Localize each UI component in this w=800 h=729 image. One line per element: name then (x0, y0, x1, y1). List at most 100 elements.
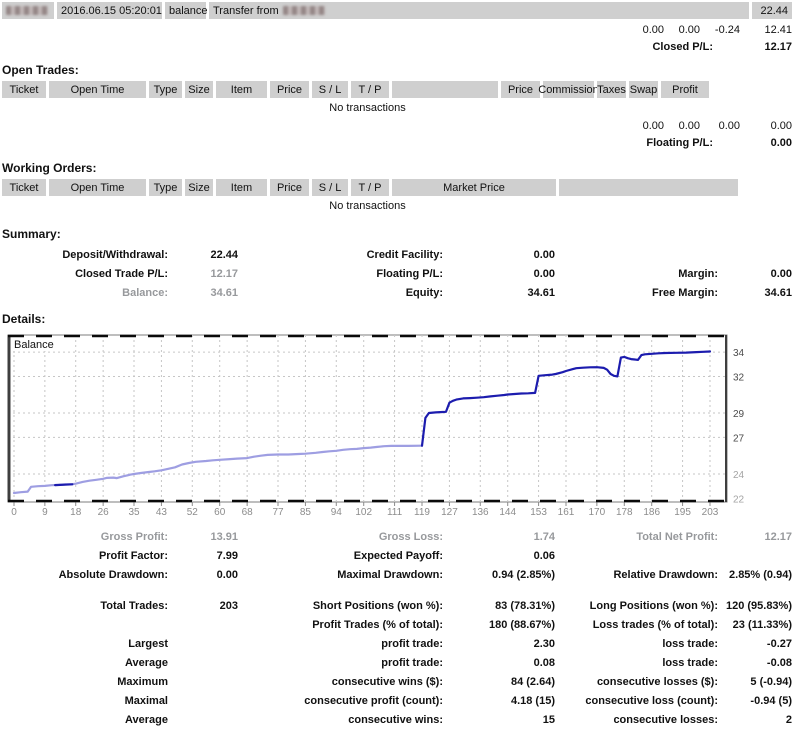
x-tick-label: 195 (674, 507, 691, 518)
stat-label: Relative Drawdown: (613, 568, 718, 581)
working-orders-empty: No transactions (329, 200, 406, 212)
stat-value: 0.00 (216, 568, 238, 581)
stat-value: 0.06 (533, 549, 555, 562)
column-header-open-time: Open Time (49, 179, 146, 196)
open-trades-title: Open Trades: (2, 63, 79, 77)
x-tick-label: 161 (558, 507, 575, 518)
ot-commission-total: 0.00 (642, 119, 664, 132)
summary-title: Summary: (2, 227, 61, 241)
stat-row: Profit Trades (% of total): 180 (88.67%) L… (0, 615, 800, 634)
ot-taxes-total: 0.00 (678, 119, 700, 132)
stat-label: Gross Profit: (100, 530, 168, 543)
stat-value: 2 (785, 713, 792, 726)
summary-label: Free Margin: (651, 286, 718, 299)
x-tick-label: 35 (128, 507, 140, 518)
open-trades-totals-row: 0.00 0.00 0.00 0.00 (0, 117, 800, 134)
ticket-redacted (6, 6, 48, 15)
column-header-size: Size (185, 179, 213, 196)
closed-pl-row: Closed P/L: 12.17 (0, 38, 800, 55)
x-tick-label: 119 (414, 507, 430, 518)
legend-background (12, 338, 62, 351)
open-time-cell: 2016.06.15 05:20:01 (57, 2, 162, 19)
stat-row: Profit Factor: 7.99 Expected Payoff: 0.06 (0, 546, 800, 565)
amount-cell: 22.44 (752, 2, 792, 19)
x-tick-label: 144 (499, 507, 516, 518)
stat-value: 0.94 (2.85%) (492, 568, 555, 581)
summary-row: Closed Trade P/L: 12.17 Floating P/L: 0.00 M… (0, 264, 800, 283)
swap-value: -0.24 (714, 23, 740, 36)
stat-label: loss trade: (662, 637, 718, 650)
x-tick-label: 186 (643, 507, 660, 518)
balance-early-line (12, 444, 424, 495)
summary-label: Margin: (678, 267, 718, 280)
summary-label: Balance: (122, 286, 168, 299)
stat-label: Average (124, 713, 168, 726)
floating-pl-label: Floating P/L: (646, 136, 713, 149)
x-tick-label: 9 (42, 507, 48, 518)
closed-pl-label: Closed P/L: (652, 40, 713, 53)
column-header-price: Price (501, 81, 540, 98)
stat-value: 2.85% (0.94) (729, 568, 792, 581)
summary-value: 0.00 (533, 267, 555, 280)
floating-pl-row: Floating P/L: 0.00 (0, 134, 800, 151)
stat-label: Gross Loss: (378, 530, 443, 543)
summary-value: 22.44 (210, 248, 238, 261)
stat-value: 13.91 (210, 530, 238, 543)
stat-value: -0.27 (766, 637, 792, 650)
x-tick-label: 136 (472, 507, 489, 518)
x-tick-label: 102 (355, 507, 372, 518)
x-tick-label: 43 (156, 507, 168, 518)
x-tick-label: 60 (214, 507, 226, 518)
open-trades-empty: No transactions (329, 102, 406, 114)
ot-profit-total: 0.00 (770, 119, 792, 132)
stat-label: Largest (128, 637, 168, 650)
balance-chart: 0 9 18 26 35 43 52 60 68 77 85 94 102 111 119 127 136 144… (7, 334, 745, 518)
summary-value: 0.00 (533, 248, 555, 261)
stat-label: consecutive wins ($): (331, 675, 443, 688)
stat-value: 7.99 (216, 549, 238, 562)
summary-value: 34.61 (764, 286, 792, 299)
account-redacted (282, 6, 325, 15)
stat-row: Maximal consecutive profit (count): 4.18 (… (0, 691, 800, 710)
x-tick-label: 77 (272, 507, 284, 518)
floating-pl-value: 0.00 (770, 136, 792, 149)
column-header-type: Type (149, 179, 182, 196)
stat-row: Total Trades: 203 Short Positions (won %):… (0, 596, 800, 615)
stat-value: 4.18 (15) (510, 694, 555, 707)
stat-value: 23 (11.33%) (732, 618, 792, 631)
column-header-blank (559, 179, 738, 196)
stat-label: consecutive losses: (613, 713, 718, 726)
commission-value: 0.00 (642, 23, 664, 36)
stat-value: 203 (219, 599, 238, 612)
stat-value: 5 (-0.94) (750, 675, 792, 688)
profit-value: 12.41 (764, 23, 792, 36)
column-header-price: Price (270, 81, 309, 98)
stat-label: Maximal (124, 694, 168, 707)
column-header-market-price: Market Price (392, 179, 556, 196)
stat-row: Gross Profit: 13.91 Gross Loss: 1.74 Total N… (0, 527, 800, 546)
working-orders-title: Working Orders: (2, 161, 97, 175)
column-header-s-l: S / L (312, 179, 348, 196)
x-tick-label: 85 (300, 507, 312, 518)
column-header-s-l: S / L (312, 81, 348, 98)
y-tick-label: 29 (733, 409, 745, 420)
column-header-commission: Commission (538, 81, 599, 98)
stat-label: Absolute Drawdown: (58, 568, 168, 581)
stat-value: 180 (88.67%) (488, 618, 555, 631)
description-text: Transfer from (213, 4, 279, 17)
stat-label: profit trade: (381, 656, 443, 669)
summary-value: 34.61 (210, 286, 238, 299)
stat-label: Total Net Profit: (636, 530, 718, 543)
stat-value: 15 (542, 713, 555, 726)
stat-value: 83 (78.31%) (495, 599, 555, 612)
stat-value: 1.74 (533, 530, 555, 543)
stat-label: Maximal Drawdown: (337, 568, 443, 581)
stat-label: Long Positions (won %): (589, 599, 718, 612)
column-header-item: Item (216, 81, 267, 98)
y-tick-label: 32 (733, 372, 745, 383)
stat-label: consecutive profit (count): (304, 694, 443, 707)
y-tick-label: 22 (733, 494, 745, 505)
x-tick-label: 0 (11, 507, 17, 518)
stat-label: consecutive wins: (348, 713, 443, 726)
